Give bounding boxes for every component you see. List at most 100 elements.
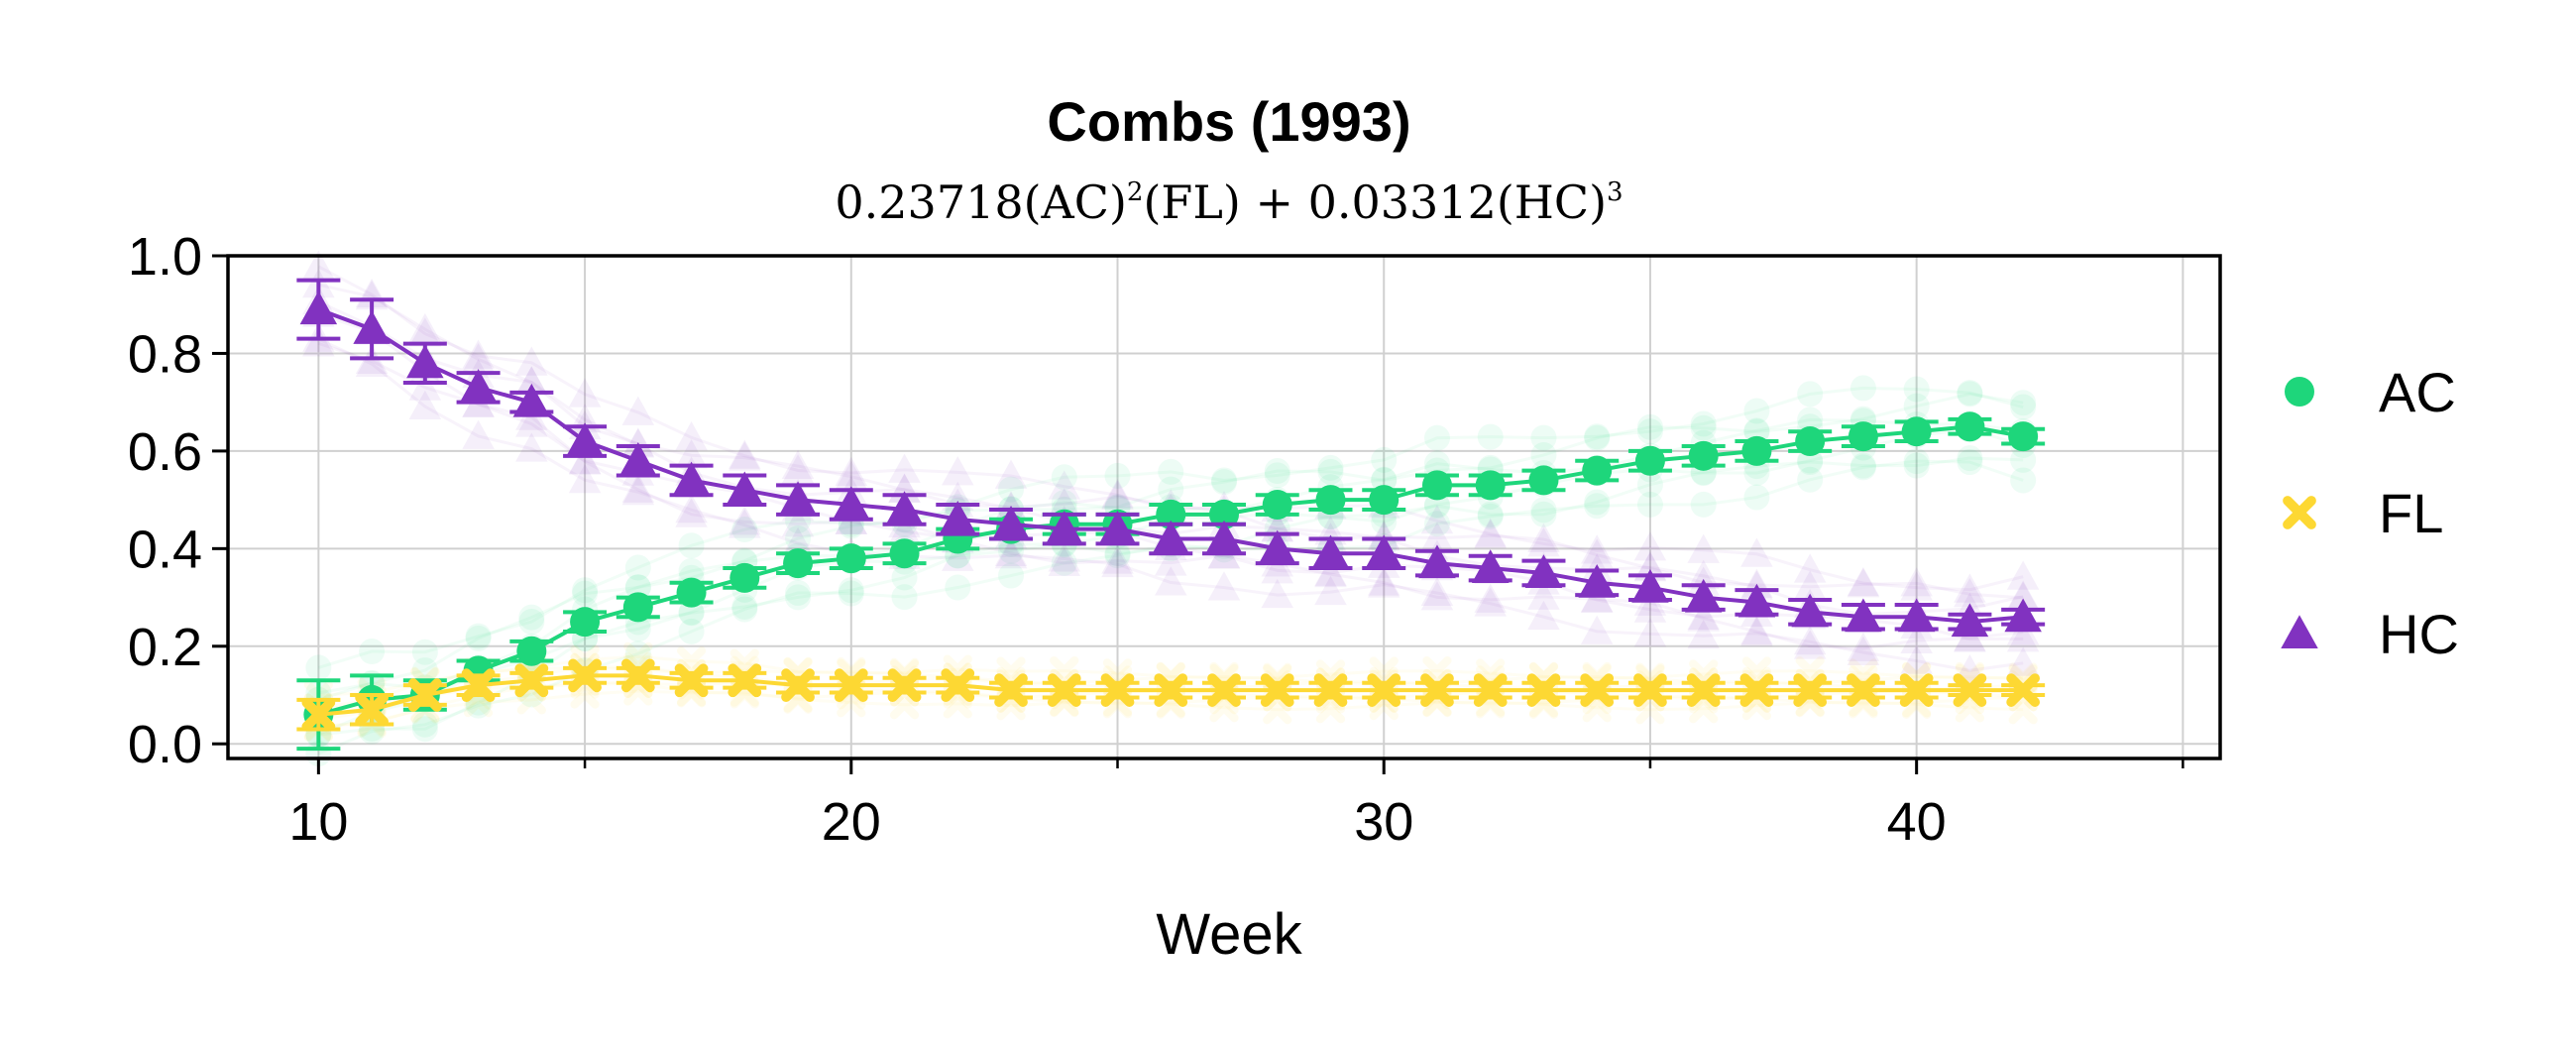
data-point bbox=[1205, 520, 1243, 554]
data-point bbox=[941, 668, 975, 703]
data-point bbox=[514, 663, 549, 698]
data-point bbox=[512, 383, 551, 417]
trajectory-point bbox=[1797, 466, 1824, 493]
trajectory-point bbox=[1264, 458, 1290, 485]
data-point bbox=[2004, 598, 2042, 633]
trajectory-point bbox=[572, 577, 599, 604]
data-point bbox=[1897, 598, 1936, 633]
trajectory-point bbox=[1420, 522, 1454, 551]
trajectory-point bbox=[624, 640, 651, 667]
trajectory-point bbox=[731, 517, 758, 543]
trajectory-point bbox=[1474, 518, 1507, 547]
trajectory-point bbox=[1743, 459, 1770, 486]
trajectory-point bbox=[1633, 618, 1667, 647]
trajectory-point bbox=[1690, 414, 1717, 441]
trajectory-point bbox=[621, 476, 655, 506]
data-point bbox=[885, 491, 924, 524]
trajectory-point bbox=[1477, 423, 1504, 450]
data-point bbox=[1365, 534, 1402, 569]
data-point bbox=[783, 548, 814, 579]
legend-item-fl: FL bbox=[2283, 482, 2443, 544]
x-tick-label: 40 bbox=[1887, 792, 1947, 852]
trajectory-point bbox=[515, 432, 548, 462]
formula-part: 0.23718(AC) bbox=[835, 175, 1127, 229]
trajectory-point bbox=[1104, 462, 1131, 489]
trajectory-point bbox=[835, 456, 868, 486]
trajectory-point bbox=[994, 459, 1028, 489]
trajectory-point bbox=[1743, 484, 1770, 511]
trajectory-point bbox=[781, 449, 815, 480]
trajectory-point bbox=[1743, 417, 1770, 444]
data-point bbox=[1258, 529, 1296, 564]
legend-marker bbox=[2285, 377, 2314, 407]
trajectory-point bbox=[302, 250, 335, 280]
trajectory-point bbox=[2010, 446, 2037, 473]
trajectory-point bbox=[2006, 580, 2040, 610]
data-point bbox=[459, 369, 498, 403]
data-point bbox=[726, 471, 764, 506]
trajectory-point bbox=[1793, 626, 1827, 655]
trajectory-point bbox=[2010, 467, 2037, 494]
data-point bbox=[1207, 673, 1241, 707]
trajectory-point bbox=[1158, 476, 1184, 503]
trajectory-point bbox=[1477, 501, 1504, 527]
trajectory-point bbox=[1687, 559, 1720, 589]
trajectory-point bbox=[1155, 546, 1187, 576]
data-point bbox=[570, 607, 601, 638]
formula-part: (FL) + 0.03312(HC) bbox=[1143, 175, 1607, 229]
data-point bbox=[1152, 520, 1190, 554]
plot-frame bbox=[226, 254, 2222, 760]
data-point bbox=[1524, 554, 1563, 588]
data-point bbox=[836, 543, 866, 574]
data-point bbox=[2008, 421, 2039, 452]
trajectory-point bbox=[305, 654, 332, 681]
trajectory-point bbox=[1849, 375, 1876, 402]
trajectory-point bbox=[1797, 449, 1824, 476]
trajectory-point bbox=[1584, 493, 1611, 520]
trajectory-point bbox=[1530, 441, 1557, 468]
trajectory-point bbox=[1527, 527, 1560, 557]
data-point bbox=[1845, 598, 1882, 633]
trajectory-point bbox=[1101, 480, 1134, 510]
trajectory-point bbox=[1793, 570, 1827, 600]
trajectory-point bbox=[572, 580, 599, 607]
data-point bbox=[1578, 564, 1616, 598]
data-point bbox=[407, 678, 442, 712]
chart-formula: 0.23718(AC)2(FL) + 0.03312(HC)3 bbox=[835, 175, 1623, 229]
trajectory-point bbox=[1633, 550, 1667, 581]
data-point bbox=[1739, 673, 1774, 707]
trajectory-point bbox=[1584, 423, 1611, 450]
trajectory-point bbox=[891, 584, 918, 611]
trajectory-point bbox=[1314, 557, 1347, 588]
trajectory-line bbox=[318, 654, 2024, 697]
trajectory-line bbox=[317, 386, 2024, 669]
trajectory-point bbox=[1048, 542, 1081, 572]
trajectory-point bbox=[1636, 413, 1663, 440]
trajectory-point bbox=[785, 524, 812, 551]
trajectory-point bbox=[1900, 624, 1933, 654]
y-tick-label: 0.6 bbox=[128, 422, 202, 482]
trajectory-point bbox=[1847, 632, 1880, 662]
trajectory-point bbox=[1101, 544, 1134, 574]
trajectory-point bbox=[1317, 458, 1344, 485]
data-point bbox=[619, 441, 657, 476]
trajectory-point bbox=[1903, 393, 1930, 419]
trajectory-point bbox=[518, 604, 545, 631]
data-point bbox=[1262, 490, 1292, 521]
trajectory-point bbox=[888, 453, 921, 483]
data-point bbox=[353, 310, 391, 344]
trajectory-point bbox=[408, 312, 442, 343]
data-point bbox=[672, 461, 711, 496]
trajectory-point bbox=[1477, 503, 1504, 529]
series-fl bbox=[296, 658, 2046, 732]
y-tick-label: 0.4 bbox=[128, 520, 202, 579]
trajectory-point bbox=[1264, 462, 1290, 489]
data-point bbox=[889, 538, 920, 569]
data-point bbox=[1848, 421, 1878, 452]
trajectory-point bbox=[1371, 509, 1398, 535]
data-point bbox=[566, 422, 604, 457]
trajectory-point bbox=[1740, 537, 1773, 567]
data-point bbox=[568, 658, 602, 693]
trajectory-point bbox=[624, 616, 651, 642]
